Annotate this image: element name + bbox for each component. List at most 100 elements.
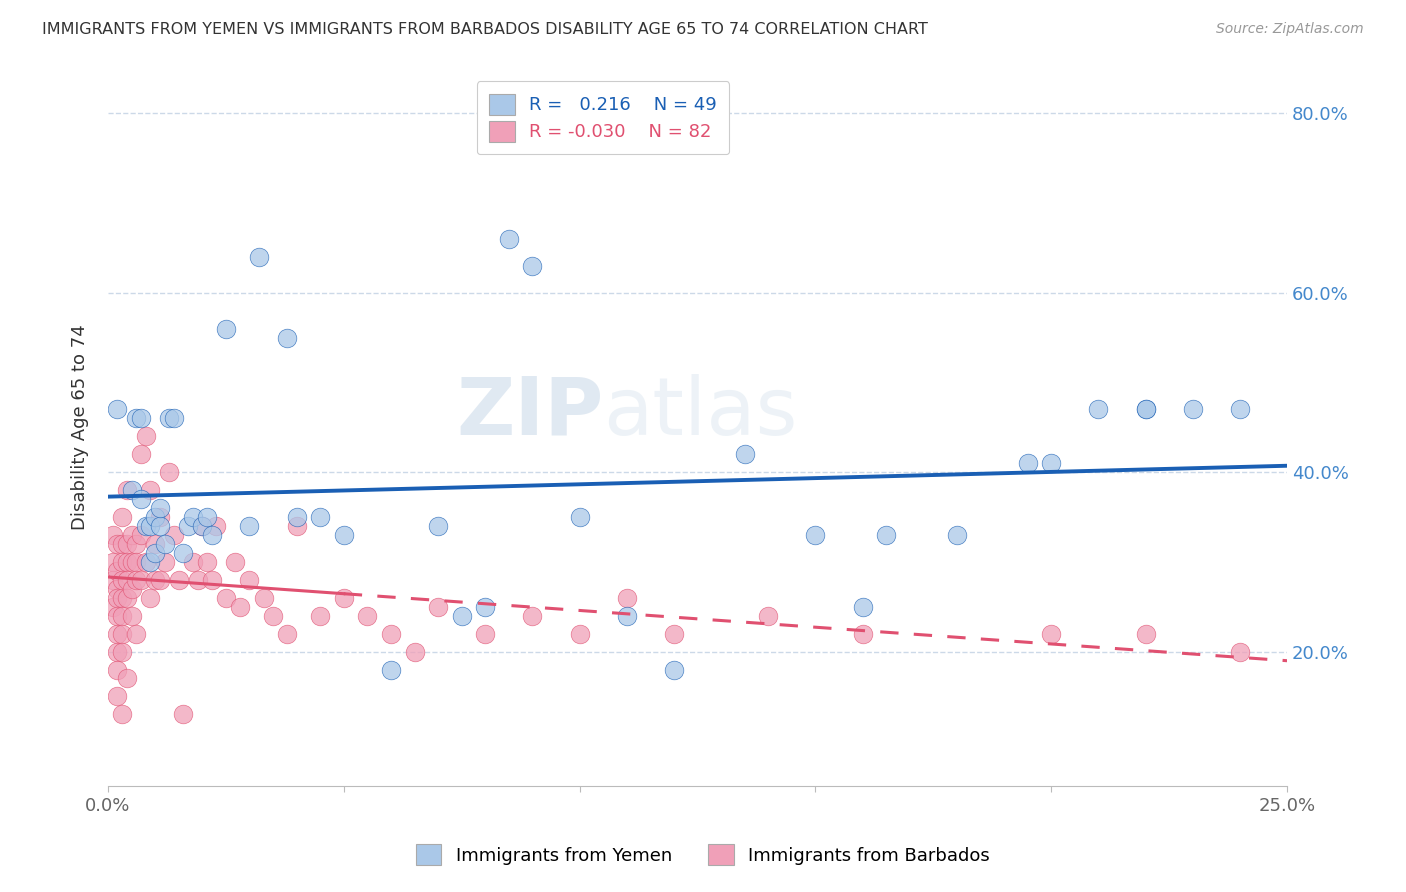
Point bbox=[380, 626, 402, 640]
Point bbox=[568, 510, 591, 524]
Point bbox=[101, 573, 124, 587]
Point bbox=[107, 402, 129, 417]
Point bbox=[143, 573, 166, 587]
Point bbox=[125, 626, 148, 640]
Point bbox=[201, 573, 224, 587]
Point bbox=[129, 411, 152, 425]
Text: ZIP: ZIP bbox=[456, 374, 603, 452]
Point bbox=[404, 644, 426, 658]
Point bbox=[804, 528, 827, 542]
Point bbox=[187, 573, 209, 587]
Point bbox=[616, 608, 638, 623]
Point bbox=[149, 501, 172, 516]
Point bbox=[167, 573, 190, 587]
Point bbox=[195, 555, 218, 569]
Point bbox=[107, 582, 129, 596]
Point bbox=[157, 465, 180, 479]
Point bbox=[1135, 402, 1157, 417]
Point bbox=[111, 707, 134, 722]
Point bbox=[238, 519, 260, 533]
Point bbox=[111, 510, 134, 524]
Point bbox=[149, 573, 172, 587]
Point bbox=[111, 644, 134, 658]
Point bbox=[215, 321, 238, 335]
Point bbox=[107, 608, 129, 623]
Point bbox=[333, 591, 356, 605]
Point bbox=[107, 663, 129, 677]
Point bbox=[143, 510, 166, 524]
Point bbox=[181, 555, 204, 569]
Point bbox=[191, 519, 214, 533]
Point bbox=[115, 555, 138, 569]
Point bbox=[1181, 402, 1204, 417]
Point bbox=[1040, 626, 1063, 640]
Point bbox=[111, 608, 134, 623]
Point bbox=[474, 599, 496, 614]
Point bbox=[1040, 456, 1063, 470]
Point bbox=[1087, 402, 1109, 417]
Point bbox=[662, 663, 685, 677]
Text: atlas: atlas bbox=[603, 374, 797, 452]
Point bbox=[107, 564, 129, 578]
Point bbox=[111, 626, 134, 640]
Point bbox=[191, 519, 214, 533]
Point bbox=[125, 573, 148, 587]
Point bbox=[262, 608, 284, 623]
Point bbox=[522, 259, 544, 273]
Point bbox=[1229, 644, 1251, 658]
Point bbox=[427, 599, 450, 614]
Point bbox=[1229, 402, 1251, 417]
Point bbox=[143, 537, 166, 551]
Point bbox=[139, 519, 162, 533]
Point bbox=[139, 591, 162, 605]
Point bbox=[238, 573, 260, 587]
Point bbox=[229, 599, 252, 614]
Point bbox=[172, 707, 194, 722]
Point bbox=[153, 555, 176, 569]
Point bbox=[875, 528, 897, 542]
Legend: Immigrants from Yemen, Immigrants from Barbados: Immigrants from Yemen, Immigrants from B… bbox=[408, 835, 998, 874]
Point bbox=[111, 555, 134, 569]
Point bbox=[129, 573, 152, 587]
Point bbox=[107, 626, 129, 640]
Point bbox=[177, 519, 200, 533]
Point bbox=[115, 672, 138, 686]
Point bbox=[205, 519, 228, 533]
Text: IMMIGRANTS FROM YEMEN VS IMMIGRANTS FROM BARBADOS DISABILITY AGE 65 TO 74 CORREL: IMMIGRANTS FROM YEMEN VS IMMIGRANTS FROM… bbox=[42, 22, 928, 37]
Point bbox=[276, 626, 298, 640]
Point bbox=[946, 528, 969, 542]
Point bbox=[195, 510, 218, 524]
Point bbox=[149, 510, 172, 524]
Point bbox=[135, 519, 157, 533]
Point bbox=[215, 591, 238, 605]
Point bbox=[285, 510, 308, 524]
Point bbox=[125, 555, 148, 569]
Point bbox=[181, 510, 204, 524]
Point bbox=[163, 411, 186, 425]
Point bbox=[101, 555, 124, 569]
Point bbox=[107, 537, 129, 551]
Point bbox=[135, 555, 157, 569]
Point bbox=[115, 591, 138, 605]
Point bbox=[107, 690, 129, 704]
Point bbox=[309, 510, 332, 524]
Point bbox=[1017, 456, 1039, 470]
Point bbox=[115, 573, 138, 587]
Point bbox=[149, 519, 172, 533]
Point bbox=[143, 546, 166, 560]
Point bbox=[756, 608, 779, 623]
Point bbox=[129, 528, 152, 542]
Point bbox=[450, 608, 472, 623]
Point bbox=[125, 537, 148, 551]
Point bbox=[224, 555, 246, 569]
Point bbox=[852, 626, 875, 640]
Text: Source: ZipAtlas.com: Source: ZipAtlas.com bbox=[1216, 22, 1364, 37]
Point bbox=[121, 483, 143, 497]
Point bbox=[1135, 402, 1157, 417]
Point bbox=[276, 331, 298, 345]
Point bbox=[852, 599, 875, 614]
Point bbox=[121, 555, 143, 569]
Point bbox=[498, 232, 520, 246]
Point bbox=[107, 644, 129, 658]
Point bbox=[125, 411, 148, 425]
